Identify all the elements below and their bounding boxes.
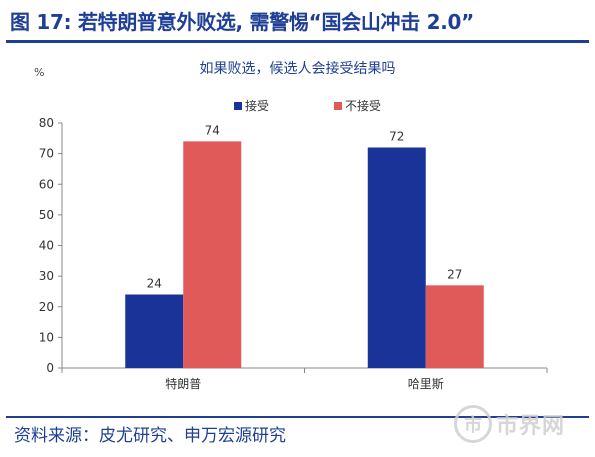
y-tick-label: 0 xyxy=(46,361,54,375)
data-label: 24 xyxy=(147,277,162,291)
y-tick-label: 40 xyxy=(39,239,54,253)
header-divider xyxy=(6,40,589,43)
y-tick-label: 50 xyxy=(39,208,54,222)
source-note: 资料来源：皮尤研究、申万宏源研究 xyxy=(14,426,286,446)
footer-divider xyxy=(6,416,589,418)
legend-label-reject: 不接受 xyxy=(345,99,382,113)
legend-item-reject: 不接受 xyxy=(334,97,381,114)
watermark-logo-icon: 市 xyxy=(454,405,492,443)
data-label: 74 xyxy=(205,123,220,137)
y-tick-label: 30 xyxy=(39,269,54,283)
bar-chart: 0 10 20 30 40 50 60 70 80 特朗普 24 74 哈里斯 72 27 xyxy=(39,116,548,391)
y-tick-label: 10 xyxy=(39,330,54,344)
y-tick-label: 80 xyxy=(39,116,54,130)
bar-accept xyxy=(367,147,426,368)
y-tick-label: 20 xyxy=(39,300,54,314)
legend-swatch-reject xyxy=(334,101,342,110)
figure-title: 图 17: 若特朗普意外败选, 需警惕“国会山冲击 2.0” xyxy=(10,10,474,34)
legend-item-accept: 接受 xyxy=(234,97,269,114)
x-category-label: 哈里斯 xyxy=(408,377,444,391)
legend-swatch-accept xyxy=(234,101,242,110)
legend-label-accept: 接受 xyxy=(245,99,270,113)
chart-title: 如果败选，候选人会接受结果吗 xyxy=(199,61,396,77)
y-axis-unit: % xyxy=(34,66,45,79)
data-label: 27 xyxy=(447,267,462,281)
bar-accept xyxy=(125,294,184,368)
y-tick-label: 60 xyxy=(39,177,54,191)
data-label: 72 xyxy=(389,130,404,144)
x-category-label: 特朗普 xyxy=(165,376,201,391)
y-tick-label: 70 xyxy=(39,147,54,161)
watermark: 市 市界网 xyxy=(454,405,565,443)
bar-reject xyxy=(425,285,484,368)
watermark-text: 市界网 xyxy=(496,414,566,439)
figure-header: 图 17: 若特朗普意外败选, 需警惕“国会山冲击 2.0” xyxy=(0,0,595,44)
bar-reject xyxy=(183,141,242,368)
